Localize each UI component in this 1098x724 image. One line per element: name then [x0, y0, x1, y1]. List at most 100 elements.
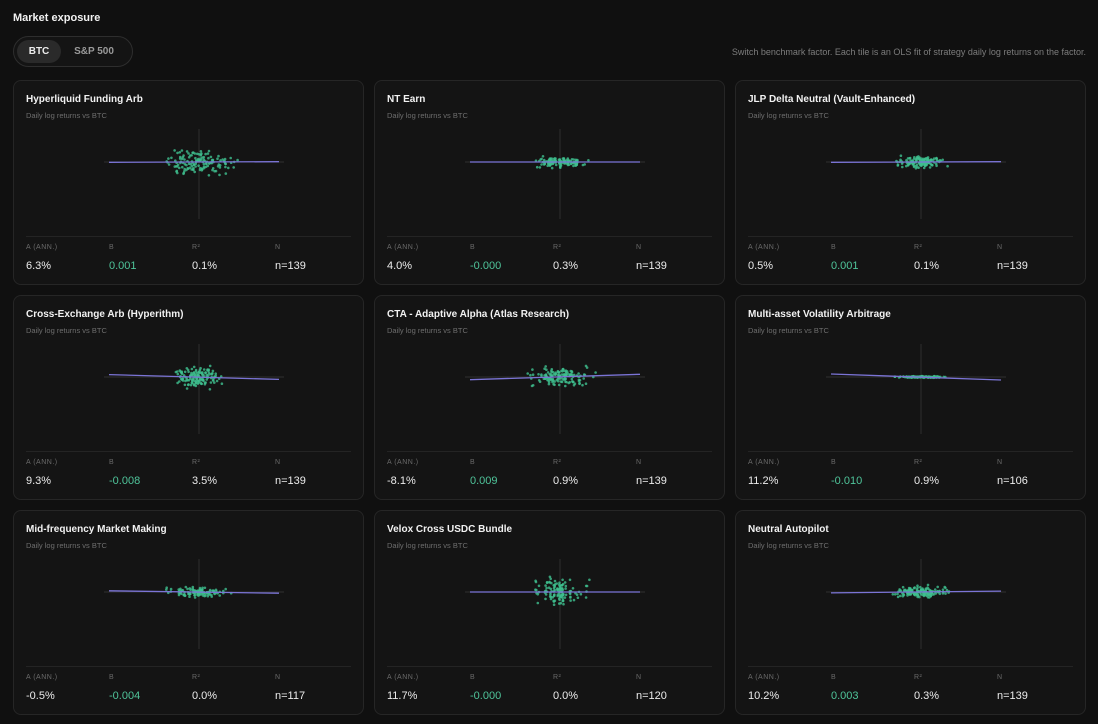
- scatter-point: [197, 164, 200, 167]
- stat-beta-value: 0.001: [831, 260, 859, 272]
- page-title: Market exposure: [13, 12, 101, 24]
- scatter-point: [535, 592, 538, 595]
- scatter-point: [546, 371, 550, 374]
- stat-alpha: A (ANN.) 10.2%: [748, 674, 831, 702]
- scatter-point: [919, 585, 922, 589]
- scatter-point: [227, 166, 230, 170]
- tile-stats: A (ANN.) 9.3% B -0.008 R² 3.5% N n=139: [26, 459, 351, 487]
- scatter-point: [224, 587, 227, 591]
- scatter-point: [204, 371, 207, 374]
- stat-alpha-value: 11.7%: [387, 690, 418, 702]
- scatter-point: [197, 370, 200, 374]
- scatter-point: [542, 158, 546, 162]
- scatter-point: [173, 149, 176, 152]
- scatter-point: [189, 383, 193, 387]
- scatter-point: [198, 589, 202, 592]
- stat-alpha-value: 9.3%: [26, 475, 52, 487]
- scatter-point: [535, 588, 538, 592]
- scatter-point: [550, 581, 553, 585]
- scatter-point: [178, 369, 182, 372]
- toggle-btc-button[interactable]: BTC: [17, 40, 61, 63]
- scatter-point: [909, 592, 913, 596]
- scatter-point: [549, 577, 552, 581]
- scatter-point: [193, 372, 197, 376]
- scatter-point: [576, 596, 580, 599]
- scatter-point: [578, 381, 581, 385]
- scatter-point: [936, 585, 939, 589]
- scatter-point: [197, 594, 200, 597]
- scatter-point: [537, 373, 540, 376]
- stat-r2-value: 0.0%: [192, 690, 218, 702]
- stat-r2: R² 0.1%: [192, 244, 275, 272]
- scatter-point: [544, 584, 547, 587]
- scatter-point: [216, 165, 220, 168]
- stat-beta-label: B: [831, 674, 837, 681]
- scatter-svg: [104, 344, 284, 434]
- tile-divider: [748, 666, 1073, 667]
- stat-n: N n=139: [997, 244, 1080, 272]
- scatter-point: [558, 598, 561, 601]
- scatter-point: [232, 166, 235, 169]
- scatter-point: [572, 164, 575, 168]
- scatter-point: [175, 170, 178, 173]
- scatter-svg: [465, 129, 645, 219]
- stat-alpha: A (ANN.) -0.5%: [26, 674, 109, 702]
- scatter-point: [218, 173, 221, 177]
- scatter-point: [928, 596, 931, 599]
- scatter-point: [548, 575, 552, 579]
- strategy-tile: Mid-frequency Market Making Daily log re…: [13, 510, 364, 715]
- scatter-plot: [465, 344, 645, 434]
- stat-beta: B 0.001: [831, 244, 914, 272]
- stat-r2-label: R²: [914, 459, 923, 466]
- scatter-point: [560, 377, 563, 380]
- scatter-point: [214, 169, 218, 173]
- scatter-point: [196, 382, 200, 385]
- stat-r2-label: R²: [553, 459, 562, 466]
- scatter-point: [201, 586, 204, 590]
- scatter-point: [561, 588, 565, 592]
- scatter-point: [206, 368, 209, 371]
- scatter-point: [893, 593, 897, 596]
- scatter-point: [912, 586, 916, 590]
- scatter-point: [914, 167, 918, 170]
- scatter-point: [932, 374, 936, 378]
- scatter-point: [926, 583, 930, 587]
- stat-n-value: n=139: [275, 260, 306, 272]
- scatter-point: [594, 371, 597, 374]
- stat-n: N n=139: [636, 459, 719, 487]
- stat-n-label: N: [275, 244, 281, 251]
- scatter-point: [177, 593, 181, 597]
- scatter-point: [557, 587, 560, 591]
- stat-r2: R² 0.9%: [553, 459, 636, 487]
- stat-alpha-label: A (ANN.): [748, 674, 780, 681]
- stat-n-value: n=120: [636, 690, 667, 702]
- scatter-point: [914, 164, 918, 168]
- scatter-point: [208, 162, 211, 165]
- scatter-point: [559, 166, 562, 169]
- tile-title: CTA - Adaptive Alpha (Atlas Research): [387, 309, 570, 320]
- scatter-point: [214, 372, 217, 375]
- stat-alpha-value: 11.2%: [748, 475, 779, 487]
- scatter-point: [544, 597, 547, 601]
- scatter-point: [559, 586, 562, 590]
- stat-beta-label: B: [831, 459, 837, 466]
- scatter-point: [928, 166, 932, 169]
- stat-beta: B 0.001: [109, 244, 192, 272]
- stat-n-label: N: [636, 459, 642, 466]
- scatter-point: [204, 162, 208, 165]
- scatter-point: [186, 587, 189, 591]
- tile-subtitle: Daily log returns vs BTC: [748, 541, 829, 550]
- scatter-point: [902, 593, 906, 597]
- scatter-point: [202, 368, 206, 371]
- scatter-point: [187, 156, 191, 159]
- scatter-plot: [826, 344, 1006, 434]
- tile-title: Cross-Exchange Arb (Hyperithm): [26, 309, 184, 320]
- scatter-point: [180, 149, 184, 152]
- tile-divider: [748, 451, 1073, 452]
- scatter-point: [571, 587, 575, 590]
- scatter-point: [923, 157, 927, 161]
- scatter-point: [549, 374, 553, 378]
- scatter-point: [938, 592, 942, 596]
- scatter-point: [584, 382, 588, 385]
- toggle-sp500-button[interactable]: S&P 500: [74, 46, 114, 57]
